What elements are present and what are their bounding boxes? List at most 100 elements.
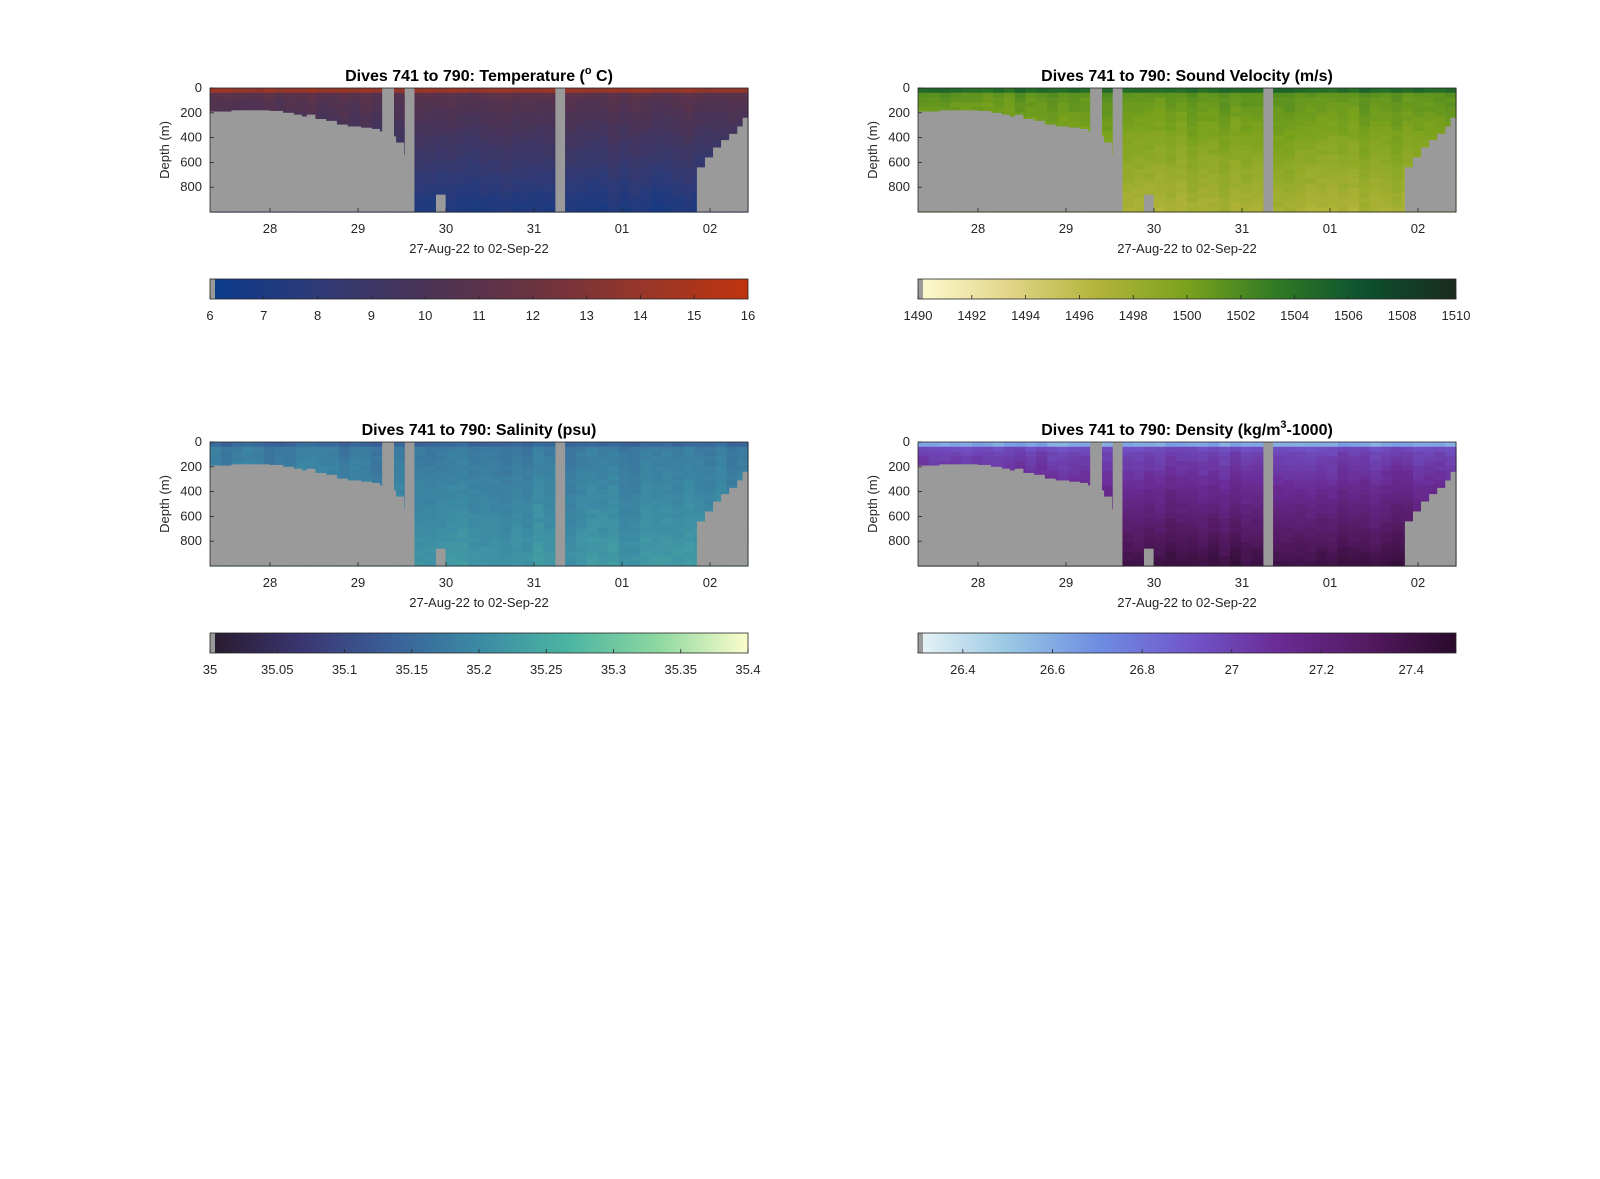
heatmap-cell [1283,178,1296,184]
heatmap-cell [1380,183,1393,189]
heatmap-cell [1219,183,1231,189]
heatmap-cell [1100,489,1113,496]
heatmap-cell [608,465,620,472]
heatmap-cell [1176,475,1188,481]
heatmap-cell [597,442,609,448]
heatmap-cell [457,551,469,558]
heatmap-cell [1143,150,1156,156]
heatmap-cell [328,446,340,453]
heatmap-cell [704,121,717,127]
y-tick-label: 400 [888,130,910,145]
heatmap-cell [672,508,685,515]
heatmap-cell [1251,92,1263,99]
heatmap-cell [1208,527,1220,534]
heatmap-cell [522,97,534,103]
heatmap-cell [586,561,598,567]
heatmap-cell [961,107,973,113]
heatmap-cell [1187,546,1199,553]
heatmap-cell [1133,197,1145,204]
heatmap-cell [231,456,243,462]
heatmap-cell [296,88,308,94]
heatmap-cell [694,88,706,94]
heatmap-cell [457,169,469,175]
heatmap-cell [392,102,405,108]
heatmap-cell [446,159,459,165]
heatmap-cell [543,484,555,491]
heatmap-cell [522,475,534,481]
heatmap-cell [586,92,598,99]
heatmap-cell [296,461,308,467]
heatmap-cell [522,551,534,558]
heatmap-cell [608,140,620,146]
no-data-region [282,466,294,566]
heatmap-cell [982,451,994,457]
heatmap-cell [1251,556,1263,562]
no-data-region [306,114,316,212]
heatmap-cell [629,523,641,529]
heatmap-cell [1305,164,1317,170]
heatmap-cell [1434,126,1446,132]
heatmap-cell [1208,135,1220,142]
heatmap-cell [597,494,609,500]
heatmap-cell [1154,537,1167,543]
heatmap-cell [500,121,512,127]
heatmap-cell [1208,451,1220,457]
heatmap-cell [1025,97,1037,103]
heatmap-cell [672,470,685,476]
heatmap-cell [1305,140,1317,146]
heatmap-cell [414,537,426,543]
heatmap-cell [629,508,641,515]
heatmap-cell [532,494,545,500]
heatmap-cell [414,116,426,122]
heatmap-cell [1391,197,1403,204]
heatmap-cell [608,523,620,529]
heatmap-cell [1219,461,1231,467]
heatmap-cell [479,164,491,170]
heatmap-cell [1143,183,1156,189]
heatmap-cell [651,446,663,453]
heatmap-cell [468,102,480,108]
heatmap-cell [1165,197,1177,204]
heatmap-cell [1230,508,1242,515]
heatmap-cell [1133,173,1145,180]
heatmap-cell [1380,150,1393,156]
heatmap-cell [1143,494,1156,500]
heatmap-cell [1251,442,1263,448]
heatmap-cell [349,465,362,472]
heatmap-cell [1240,456,1253,462]
heatmap-cell [597,130,609,137]
heatmap-cell [586,523,598,529]
heatmap-cell [242,88,254,94]
colorbar-tick-label: 1504 [1280,308,1309,323]
no-data-region [347,480,362,566]
heatmap-cell [1219,465,1231,472]
heatmap-cell [683,508,695,515]
heatmap-cell [1133,164,1145,170]
heatmap-cell [479,537,491,543]
heatmap-cell [1187,446,1199,453]
heatmap-cell [1197,456,1210,462]
heatmap-cell [640,446,652,453]
heatmap-cell [1143,111,1156,118]
heatmap-cell [1165,154,1177,161]
heatmap-cell [1240,183,1253,189]
heatmap-cell [1133,499,1145,505]
heatmap-cell [489,159,502,165]
heatmap-cell [425,465,437,472]
x-tick-label: 30 [439,221,453,236]
heatmap-cell [479,551,491,558]
heatmap-cell [360,111,372,118]
heatmap-cell [457,484,469,491]
heatmap-cell [1187,173,1199,180]
colorbar-tick-label: 35.1 [332,662,357,677]
heatmap-cell [468,513,480,519]
heatmap-cell [1283,97,1296,103]
heatmap-cell [1165,188,1177,194]
heatmap-cell [618,102,631,108]
heatmap-cell [1057,107,1070,113]
heatmap-cell [1337,116,1349,122]
heatmap-cell [1122,537,1134,543]
heatmap-cell [1391,192,1403,199]
heatmap-cell [715,121,728,127]
heatmap-cell [349,451,362,457]
